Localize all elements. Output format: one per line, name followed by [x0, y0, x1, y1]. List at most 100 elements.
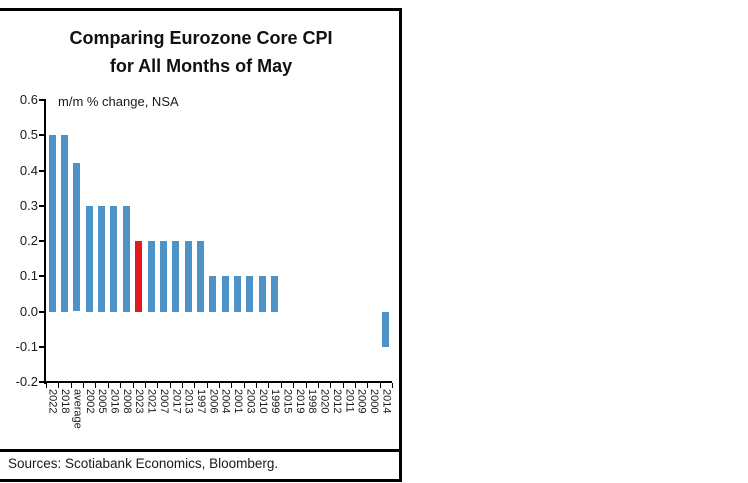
x-axis-category-label: 2020: [318, 389, 331, 414]
y-axis-line: [44, 99, 46, 384]
x-axis-tick: [243, 383, 245, 388]
y-axis-tick: [39, 240, 45, 242]
x-axis-category-label: 2003: [244, 389, 257, 414]
x-axis-category-label: 2000: [367, 389, 380, 414]
x-axis-tick: [70, 383, 72, 388]
x-axis-category-label: 2017: [170, 389, 183, 414]
panel-bottom-border: [0, 479, 402, 482]
x-axis-category-label: 2013: [182, 389, 195, 414]
panel-right-divider: [399, 8, 402, 482]
x-axis-tick: [392, 383, 393, 388]
x-axis-tick: [206, 383, 208, 388]
bar: [234, 276, 242, 312]
y-axis-tick-label: -0.2: [15, 374, 38, 389]
x-axis-category-label: 2012: [330, 389, 343, 414]
x-axis-tick: [268, 383, 270, 388]
chart-title-line-1: Comparing Eurozone Core CPI: [69, 28, 333, 48]
x-axis-tick: [157, 383, 159, 388]
x-axis-tick: [194, 383, 196, 388]
x-axis-category-label: 2016: [108, 389, 121, 414]
bar-highlight: [135, 241, 143, 312]
x-axis-tick: [379, 383, 381, 388]
x-axis-tick: [95, 383, 97, 388]
bar: [122, 205, 130, 312]
x-axis-category-label: 2015: [281, 389, 294, 414]
x-axis-line: [44, 381, 392, 383]
y-axis-tick-label: -0.1: [15, 338, 38, 354]
bar: [85, 205, 93, 312]
x-axis-tick: [107, 383, 109, 388]
bar: [196, 241, 204, 312]
y-axis-tick-label: 0.0: [19, 303, 38, 319]
bar: [147, 241, 155, 312]
x-axis-tick: [181, 383, 183, 388]
panel-top-border: [0, 8, 402, 11]
x-axis-category-label: average: [71, 389, 84, 429]
y-axis-tick: [39, 345, 45, 348]
x-axis-category-label: 1999: [269, 389, 282, 414]
bar: [110, 205, 118, 312]
bar: [258, 276, 266, 312]
x-axis-tick: [280, 383, 282, 388]
x-axis-category-label: 2009: [355, 389, 368, 414]
x-axis-tick: [367, 383, 369, 388]
x-axis-tick: [120, 383, 122, 388]
x-axis-tick: [330, 383, 332, 388]
x-axis-tick: [231, 383, 233, 388]
bar: [382, 311, 390, 347]
bar: [271, 276, 279, 312]
x-axis-category-label: 2006: [207, 389, 220, 414]
bar: [209, 276, 217, 312]
y-axis-tick: [39, 169, 45, 172]
y-axis-tick: [39, 204, 45, 207]
x-axis-category-label: 2018: [59, 389, 72, 414]
x-axis-category-label: 2023: [133, 389, 146, 414]
units-annotation: m/m % change, NSA: [58, 94, 179, 109]
x-axis-tick: [317, 383, 319, 388]
y-axis-tick: [39, 99, 45, 101]
x-axis-category-label: 2001: [232, 389, 245, 414]
y-axis-tick-label: 0.3: [19, 197, 38, 213]
y-axis-tick-label: 0.4: [19, 162, 38, 178]
bar: [159, 241, 167, 312]
y-axis-tick-label: 0.6: [19, 92, 38, 107]
x-axis-category-label: 2007: [157, 389, 170, 414]
x-axis-tick: [46, 383, 47, 388]
x-axis-tick: [342, 383, 344, 388]
x-axis-tick: [354, 383, 356, 388]
x-axis-tick: [144, 383, 146, 388]
x-axis-category-label: 2011: [343, 389, 356, 413]
x-axis-tick: [169, 383, 171, 388]
bar: [73, 163, 81, 312]
x-axis-tick: [256, 383, 258, 388]
y-axis-tick-label: 0.2: [19, 233, 38, 248]
x-axis-tick: [305, 383, 307, 388]
x-axis-category-label: 2019: [293, 389, 306, 414]
sources-divider-line: [0, 449, 402, 452]
x-axis-category-label: 2010: [256, 389, 269, 414]
plot-area: 0.6 0.5 0.4 0.3 0.2 0.1 0.0 -0.1 -0.2 2022 2018 ave…: [15, 92, 393, 429]
chart-title-line-2: for All Months of May: [109, 56, 293, 76]
bar: [221, 276, 229, 312]
x-axis-tick: [293, 383, 295, 388]
x-axis-tick: [83, 383, 85, 388]
bar: [61, 135, 69, 312]
chart-title: Comparing Eurozone Core CPI for All Mont…: [0, 24, 402, 80]
y-axis-tick-label: 0.1: [19, 268, 38, 284]
y-axis-tick: [39, 275, 45, 278]
x-axis-category-label: 2008: [120, 389, 133, 414]
y-axis-tick-label: 0.5: [19, 127, 38, 143]
bar: [48, 135, 56, 312]
x-axis-tick: [58, 383, 60, 388]
x-axis-category-label: 1997: [194, 389, 207, 414]
bar: [184, 241, 192, 312]
bar: [98, 205, 106, 312]
x-axis-category-label: 2014: [380, 389, 393, 414]
y-axis-tick: [39, 381, 45, 383]
bar: [172, 241, 180, 312]
sources-note: Sources: Scotiabank Economics, Bloomberg…: [8, 456, 279, 471]
bar: [246, 276, 254, 312]
x-axis-category-label: 2022: [46, 389, 59, 414]
x-axis-tick: [219, 383, 220, 388]
